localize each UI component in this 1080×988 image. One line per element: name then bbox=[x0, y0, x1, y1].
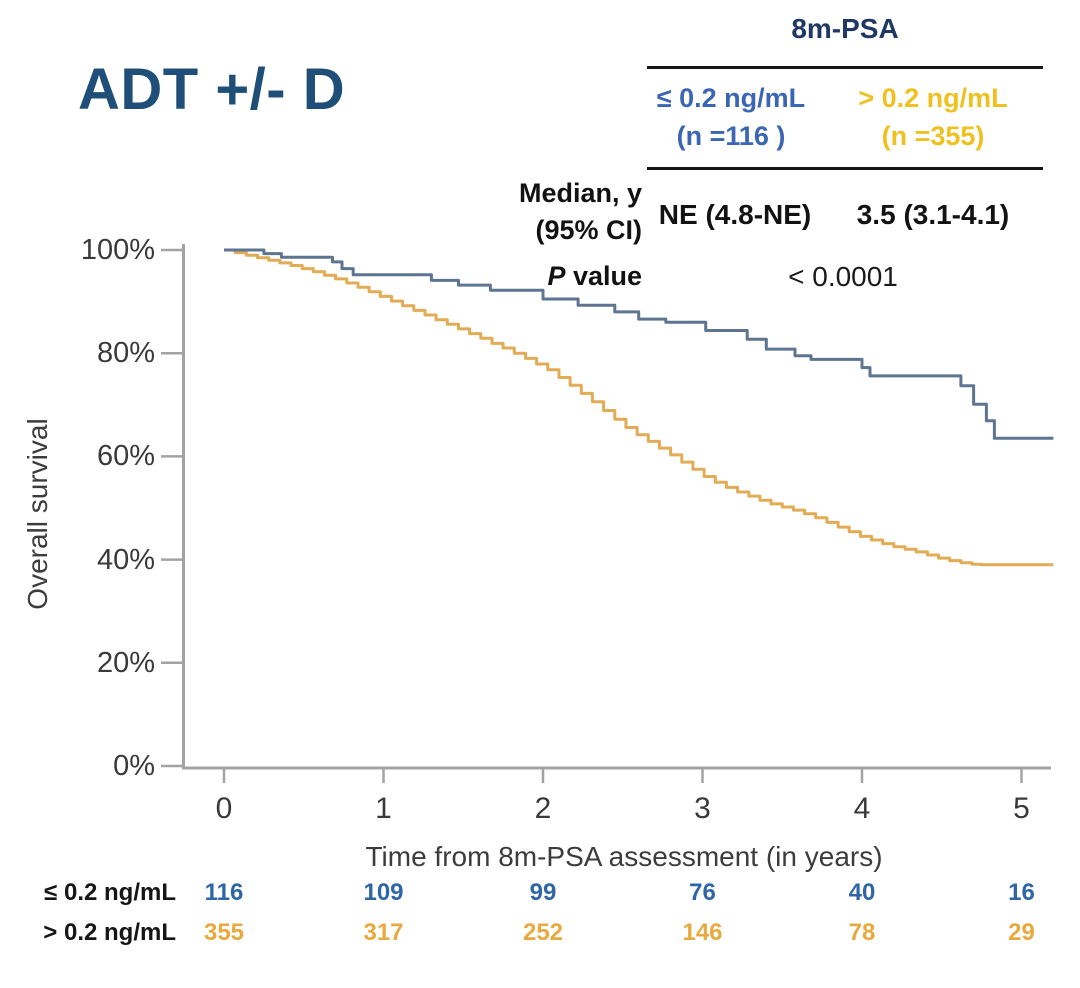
median-row-label: Median, y (95% CI) bbox=[400, 175, 642, 249]
at-risk-value: 317 bbox=[363, 919, 404, 946]
at-risk-value: 40 bbox=[848, 879, 876, 906]
x-tick-label: 0 bbox=[215, 792, 233, 825]
y-tick-label: 100% bbox=[80, 234, 155, 266]
km-curve-le02 bbox=[224, 248, 1054, 440]
at-risk-value: 146 bbox=[682, 919, 723, 946]
at-risk-value: 99 bbox=[529, 879, 557, 906]
at-risk-value: 355 bbox=[203, 919, 245, 946]
column-header-gt02: > 0.2 ng/mL (n =355) bbox=[823, 79, 1043, 155]
x-tick-label: 5 bbox=[1013, 792, 1030, 825]
x-tick-label: 2 bbox=[534, 792, 552, 825]
x-tick-label: 1 bbox=[375, 792, 392, 825]
y-axis-label: Overall survival bbox=[22, 418, 53, 610]
figure-title: ADT +/- D bbox=[78, 57, 346, 122]
column-header-gt02-label: > 0.2 ng/mL bbox=[858, 83, 1008, 113]
at-risk-value: 109 bbox=[363, 879, 404, 906]
median-value-gt02: 3.5 (3.1-4.1) bbox=[856, 199, 1010, 230]
y-tick-label: 40% bbox=[96, 543, 155, 576]
y-tick-label: 0% bbox=[113, 750, 155, 782]
x-tick-label: 4 bbox=[853, 792, 871, 825]
at-risk-row-label: > 0.2 ng/mL bbox=[43, 919, 176, 946]
y-tick-label: 80% bbox=[96, 337, 155, 370]
median-row-label-line1: Median, y bbox=[518, 178, 642, 208]
at-risk-value: 16 bbox=[1008, 879, 1035, 906]
km-curve-gt02 bbox=[224, 248, 1054, 567]
median-row-label-line2: (95% CI) bbox=[535, 215, 642, 245]
p-value-row-label: P value bbox=[547, 261, 642, 291]
column-header-gt02-n: (n =355) bbox=[881, 121, 985, 151]
at-risk-row-label: ≤ 0.2 ng/mL bbox=[44, 879, 176, 906]
y-tick-label: 20% bbox=[96, 646, 155, 679]
p-value: < 0.0001 bbox=[788, 261, 898, 292]
x-tick-label: 3 bbox=[694, 792, 711, 825]
stats-table-rule-top bbox=[647, 66, 1043, 69]
column-header-le02-label: ≤ 0.2 ng/mL bbox=[656, 83, 806, 113]
y-tick-label: 60% bbox=[96, 440, 155, 473]
stats-table-rule-mid bbox=[647, 167, 1043, 170]
at-risk-value: 252 bbox=[522, 919, 564, 946]
at-risk-value: 29 bbox=[1008, 919, 1035, 946]
at-risk-value: 76 bbox=[689, 879, 716, 906]
x-axis-label: Time from 8m-PSA assessment (in years) bbox=[365, 841, 883, 872]
stats-table-header: 8m-PSA bbox=[791, 13, 899, 44]
at-risk-value: 78 bbox=[848, 919, 876, 946]
column-header-le02: ≤ 0.2 ng/mL (n =116 ) bbox=[621, 79, 841, 155]
at-risk-value: 116 bbox=[204, 879, 244, 906]
median-value-le02: NE (4.8-NE) bbox=[658, 199, 812, 230]
column-header-le02-n: (n =116 ) bbox=[676, 121, 786, 151]
